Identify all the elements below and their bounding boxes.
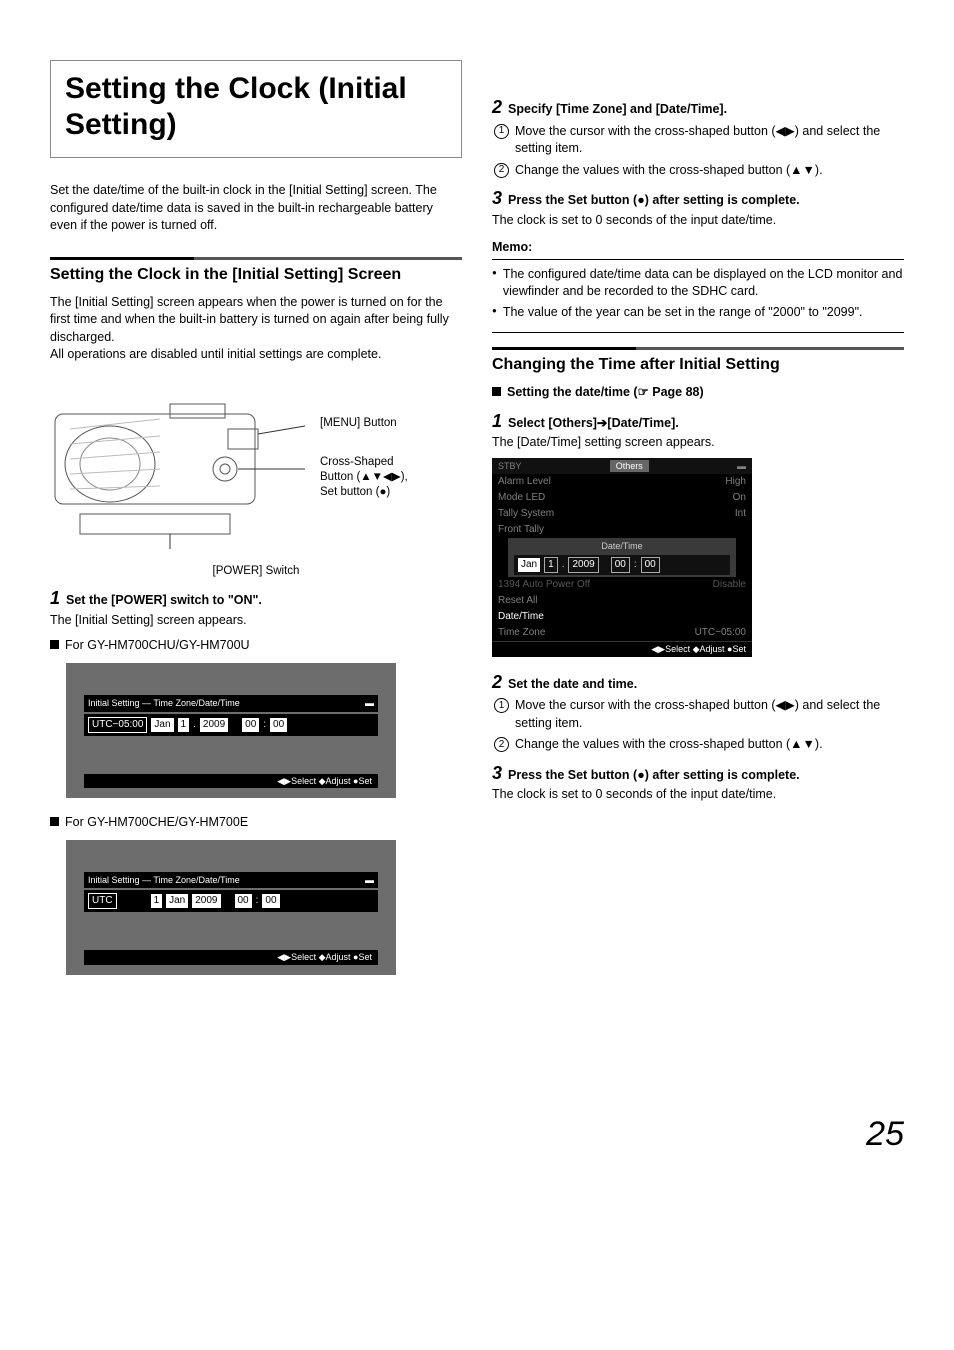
menu-row-label: Time Zone (498, 626, 545, 640)
menu-row-value: UTC−05:00 (695, 626, 746, 640)
secb-step2-title: Set the date and time. (508, 673, 637, 694)
secb-step3-desc: The clock is set to 0 seconds of the inp… (492, 786, 904, 804)
left-step1-desc: The [Initial Setting] screen appears. (50, 612, 462, 630)
screen-b-year: 2009 (192, 894, 220, 908)
screen-b-footer: ◀▶Select ◆Adjust ●Set (84, 950, 378, 965)
secb-step1-num: 1 (492, 412, 502, 430)
menu-row-value: Int (735, 507, 746, 521)
section-b-heading: Changing the Time after Initial Setting (492, 347, 904, 376)
menu-row-label: Front Tally (498, 523, 544, 537)
screen-a-day: 1 (178, 718, 190, 732)
memo-item-2: The value of the year can be set in the … (503, 304, 863, 322)
screen-b-day: 1 (151, 894, 163, 908)
screen-b-minute: 00 (262, 894, 279, 908)
menu-row-value: High (725, 475, 746, 489)
diagram-label-cross-1: Cross-Shaped (320, 456, 394, 468)
overlay-hour: 00 (611, 557, 630, 573)
diagram-label-cross-3: Set button (●) (320, 486, 390, 498)
menu-row-label: Alarm Level (498, 475, 551, 489)
square-bullet-icon (492, 387, 501, 396)
initial-setting-screen-a: Initial Setting — Time Zone/Date/Time ▬ … (66, 663, 396, 798)
page-title: Setting the Clock (Initial Setting) (50, 60, 462, 158)
battery-icon: ▬ (737, 460, 746, 473)
screen-b-hour: 00 (235, 894, 252, 908)
square-bullet-icon (50, 817, 59, 826)
section-a-heading: Setting the Clock in the [Initial Settin… (50, 257, 462, 286)
secb-step2-num: 2 (492, 673, 502, 691)
secb-step2-sub1: Move the cursor with the cross-shaped bu… (515, 697, 904, 732)
section-a-p2: All operations are disabled until initia… (50, 346, 462, 364)
screen-a-sep: . (193, 718, 196, 732)
right-step3-num: 3 (492, 189, 502, 207)
square-bullet-icon (50, 640, 59, 649)
diagram-label-menu: [MENU] Button (320, 416, 408, 431)
right-step2-sub1: Move the cursor with the cross-shaped bu… (515, 123, 904, 158)
secb-step1-desc: The [Date/Time] setting screen appears. (492, 434, 904, 452)
left-step1-num: 1 (50, 589, 60, 607)
right-step3-desc: The clock is set to 0 seconds of the inp… (492, 212, 904, 230)
screen-a-hour: 00 (242, 718, 259, 732)
menu-row-label: Date/Time (498, 610, 544, 624)
page-number: 25 (50, 1111, 904, 1159)
circled-1-icon: 1 (494, 124, 509, 139)
battery-icon: ▬ (365, 697, 374, 710)
overlay-year: 2009 (568, 557, 598, 573)
power-switch-caption: [POWER] Switch (50, 563, 462, 579)
screen-a-month: Jan (151, 718, 173, 732)
overlay-minute: 00 (641, 557, 660, 573)
menu-footer: ◀▶Select ◆Adjust ●Set (492, 641, 752, 657)
secb-step1-title: Select [Others]➔[Date/Time]. (508, 412, 679, 433)
screen-a-minute: 00 (270, 718, 287, 732)
variant-a-label: For GY-HM700CHU/GY-HM700U (65, 637, 250, 655)
screen-a-colon: : (263, 718, 266, 732)
screen-b-colon: : (256, 894, 259, 908)
initial-setting-screen-b: Initial Setting — Time Zone/Date/Time ▬ … (66, 840, 396, 975)
others-menu-screen: STBY Others ▬ Alarm Level High Mode LED On… (492, 458, 752, 657)
menu-row-label: 1394 Auto Power Off (498, 578, 590, 592)
left-step1-title: Set the [POWER] switch to "ON". (66, 589, 262, 610)
screen-b-month: Jan (166, 894, 188, 908)
screen-b-title: Initial Setting — Time Zone/Date/Time (88, 874, 240, 887)
screen-b-utc: UTC (88, 893, 117, 909)
screen-a-title: Initial Setting — Time Zone/Date/Time (88, 697, 240, 710)
menu-row-label: Tally System (498, 507, 554, 521)
overlay-day: 1 (544, 557, 558, 573)
camera-diagram: [MENU] Button Cross-Shaped Button (▲▼◀▶)… (50, 374, 462, 560)
right-step2-num: 2 (492, 98, 502, 116)
menu-stby: STBY (498, 460, 522, 473)
menu-row-label: Reset All (498, 594, 537, 608)
menu-row-value: Disable (713, 578, 746, 592)
secb-step3-title: Press the Set button (●) after setting i… (508, 764, 800, 785)
overlay-title: Date/Time (514, 540, 730, 553)
overlay-colon: : (634, 558, 637, 572)
right-step2-sub2: Change the values with the cross-shaped … (515, 162, 823, 180)
memo-item-1: The configured date/time data can be dis… (503, 266, 904, 301)
screen-a-year: 2009 (200, 718, 228, 732)
right-step3-title: Press the Set button (●) after setting i… (508, 189, 800, 210)
section-a-p1: The [Initial Setting] screen appears whe… (50, 294, 462, 347)
intro-text: Set the date/time of the built-in clock … (50, 182, 462, 235)
right-step2-title: Specify [Time Zone] and [Date/Time]. (508, 98, 727, 119)
screen-a-footer: ◀▶Select ◆Adjust ●Set (84, 774, 378, 789)
battery-icon: ▬ (365, 874, 374, 887)
variant-b-label: For GY-HM700CHE/GY-HM700E (65, 814, 248, 832)
circled-2-icon: 2 (494, 163, 509, 178)
overlay-month: Jan (518, 558, 540, 572)
circled-2-icon: 2 (494, 737, 509, 752)
section-b-lineitem: Setting the date/time (☞ Page 88) (507, 384, 704, 402)
menu-tab: Others (610, 460, 649, 473)
diagram-label-cross-2: Button (▲▼◀▶), (320, 471, 408, 483)
circled-1-icon: 1 (494, 698, 509, 713)
overlay-sep: . (562, 558, 565, 572)
secb-step2-sub2: Change the values with the cross-shaped … (515, 736, 823, 754)
screen-a-utc: UTC−05:00 (88, 717, 147, 733)
secb-step3-num: 3 (492, 764, 502, 782)
menu-row-value: On (733, 491, 746, 505)
memo-label: Memo: (492, 239, 904, 257)
menu-row-label: Mode LED (498, 491, 545, 505)
